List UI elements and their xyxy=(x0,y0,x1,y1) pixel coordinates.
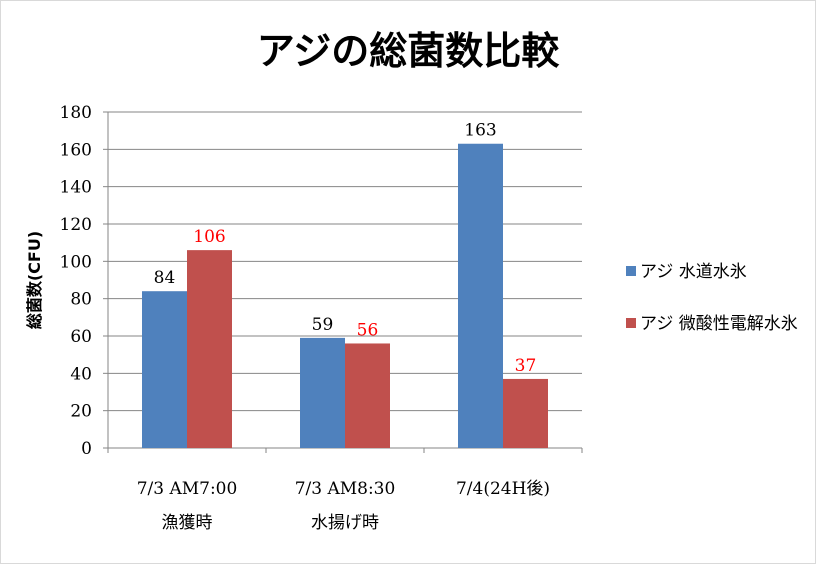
bar xyxy=(345,343,390,448)
data-label: 56 xyxy=(357,320,379,340)
x-tick-label: 漁獲時 xyxy=(162,513,213,533)
legend-label: アジ 水道水氷 xyxy=(640,262,747,282)
y-tick-label: 20 xyxy=(70,402,92,422)
y-axis-label: 総菌数(CFU) xyxy=(25,231,44,329)
bar xyxy=(503,378,548,448)
data-label: 37 xyxy=(515,356,537,376)
bar xyxy=(458,143,503,448)
y-tick-label: 100 xyxy=(60,252,92,272)
bars xyxy=(142,143,548,448)
y-tick-label: 140 xyxy=(60,178,92,198)
data-label: 84 xyxy=(154,268,176,288)
y-tick-label: 180 xyxy=(60,103,92,123)
y-tick-label: 160 xyxy=(60,140,92,160)
legend-swatch xyxy=(626,266,636,276)
y-tick-labels: 0 20 40 60 80 100 120 140 160 180 xyxy=(60,103,92,459)
category-labels: 7/3 AM7:00 漁獲時 7/3 AM8:30 水揚げ時 7/4(24H後) xyxy=(137,479,550,533)
y-tick-label: 60 xyxy=(70,327,92,347)
data-label: 106 xyxy=(193,227,225,247)
data-labels: 84 106 59 56 163 37 xyxy=(154,121,537,376)
x-tick-label: 7/4(24H後) xyxy=(456,479,550,499)
data-label: 163 xyxy=(464,121,496,141)
bar xyxy=(187,250,232,448)
bar xyxy=(300,337,345,448)
y-tick-label: 40 xyxy=(70,364,92,384)
y-tick-label: 80 xyxy=(70,290,92,310)
bar xyxy=(142,291,187,448)
x-tick-label: 7/3 AM7:00 xyxy=(137,479,238,499)
chart-title: アジの総菌数比較 xyxy=(257,29,560,73)
x-tick-label: 7/3 AM8:30 xyxy=(295,479,396,499)
legend-swatch xyxy=(626,318,636,328)
data-label: 59 xyxy=(312,315,334,335)
y-tick-label: 0 xyxy=(81,439,92,459)
x-tick-label: 水揚げ時 xyxy=(311,513,379,533)
legend-label: アジ 微酸性電解水氷 xyxy=(640,314,798,334)
y-tick-label: 120 xyxy=(60,215,92,235)
